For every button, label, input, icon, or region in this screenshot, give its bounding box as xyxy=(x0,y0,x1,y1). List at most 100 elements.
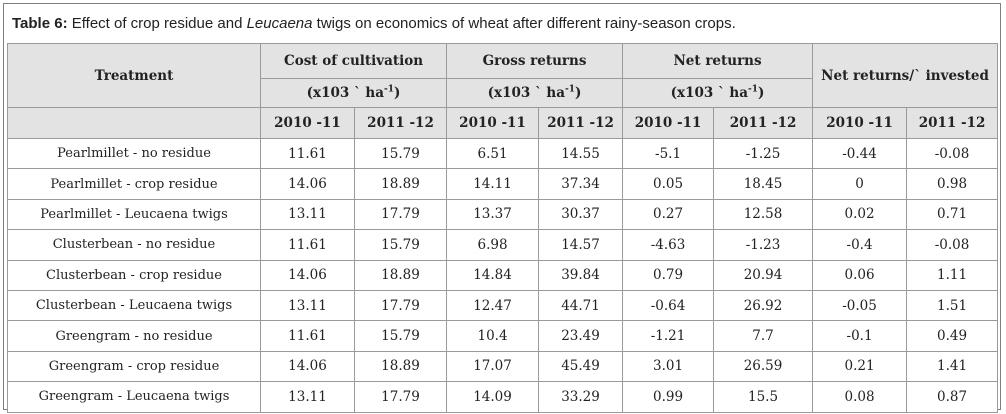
value-cell: 0.71 xyxy=(906,198,999,231)
value-cell: 45.49 xyxy=(538,350,624,383)
value-cell: 15.79 xyxy=(353,229,448,261)
value-cell: 0.27 xyxy=(622,198,715,231)
group-ratio-header: Net returns/` invested xyxy=(812,43,999,108)
table-body: Pearlmillet - no residue 11.61 15.79 6.51 14… xyxy=(7,137,999,413)
value-cell: 20.94 xyxy=(713,259,814,291)
value-cell: 11.61 xyxy=(260,320,355,352)
group-net-header: Net returns xyxy=(622,43,814,79)
value-cell: 18.89 xyxy=(353,259,448,291)
caption-text-after: twigs on economics of wheat after differ… xyxy=(312,15,736,32)
value-cell: 14.11 xyxy=(446,168,540,200)
value-cell: 15.79 xyxy=(353,137,448,170)
value-cell: 18.45 xyxy=(713,168,814,200)
table-row: Pearlmillet - no residue 11.61 15.79 6.51 14… xyxy=(7,137,999,170)
group-gross-header: Gross returns xyxy=(446,43,624,79)
treatment-header: Treatment xyxy=(7,43,261,108)
value-cell: 18.89 xyxy=(353,168,448,200)
value-cell: -0.4 xyxy=(812,229,908,261)
value-cell: 26.92 xyxy=(713,289,814,322)
year-header: 2010 -11 xyxy=(812,107,908,139)
treatment-cell: Greengram - crop residue xyxy=(7,350,261,383)
value-cell: 14.55 xyxy=(538,137,624,170)
value-cell: 6.98 xyxy=(446,229,540,261)
value-cell: 0.87 xyxy=(906,381,999,413)
value-cell: 11.61 xyxy=(260,137,355,170)
value-cell: -0.08 xyxy=(906,229,999,261)
value-cell: 1.11 xyxy=(906,259,999,291)
value-cell: 17.79 xyxy=(353,289,448,322)
year-header: 2011 -12 xyxy=(353,107,448,139)
value-cell: 0.06 xyxy=(812,259,908,291)
treatment-cell: Greengram - Leucaena twigs xyxy=(7,381,261,413)
value-cell: 12.47 xyxy=(446,289,540,322)
unit-cost: (x103 ` ha-1) xyxy=(259,78,448,108)
value-cell: 39.84 xyxy=(538,259,624,291)
value-cell: 14.06 xyxy=(260,259,355,291)
treatment-cell: Pearlmillet - no residue xyxy=(7,137,261,170)
value-cell: 1.41 xyxy=(906,350,999,383)
table-frame: Table 6: Effect of crop residue and Leuc… xyxy=(3,3,1001,413)
caption-italic: Leucaena xyxy=(246,15,313,32)
value-cell: 17.79 xyxy=(353,381,448,413)
value-cell: -5.1 xyxy=(622,137,715,170)
value-cell: 0.98 xyxy=(906,168,999,200)
value-cell: 7.7 xyxy=(713,320,814,352)
group-cost-header: Cost of cultivation xyxy=(259,43,448,79)
value-cell: 37.34 xyxy=(538,168,624,200)
value-cell: 6.51 xyxy=(446,137,540,170)
value-cell: -0.64 xyxy=(622,289,715,322)
value-cell: 33.29 xyxy=(538,381,624,413)
value-cell: 13.37 xyxy=(446,198,540,231)
value-cell: 0.21 xyxy=(812,350,908,383)
value-cell: 30.37 xyxy=(538,198,624,231)
year-header: 2011 -12 xyxy=(713,107,814,139)
value-cell: 14.09 xyxy=(446,381,540,413)
value-cell: 15.5 xyxy=(713,381,814,413)
treatment-cell: Greengram - no residue xyxy=(7,320,261,352)
value-cell: 17.07 xyxy=(446,350,540,383)
value-cell: 0.79 xyxy=(622,259,715,291)
value-cell: 14.84 xyxy=(446,259,540,291)
value-cell: 0.99 xyxy=(622,381,715,413)
table-header: Treatment Cost of cultivation Gross retu… xyxy=(7,43,999,139)
treatment-cell: Clusterbean - no residue xyxy=(7,229,261,261)
treatment-header-blank xyxy=(7,107,261,139)
value-cell: 0.08 xyxy=(812,381,908,413)
value-cell: -1.25 xyxy=(713,137,814,170)
value-cell: 17.79 xyxy=(353,198,448,231)
value-cell: 12.58 xyxy=(713,198,814,231)
value-cell: 0.05 xyxy=(622,168,715,200)
table-row: Pearlmillet - Leucaena twigs 13.11 17.79 13… xyxy=(7,198,999,231)
value-cell: -1.21 xyxy=(622,320,715,352)
value-cell: -0.1 xyxy=(812,320,908,352)
treatment-cell: Pearlmillet - Leucaena twigs xyxy=(7,198,261,231)
caption-label: Table 6: xyxy=(12,15,68,32)
year-header: 2010 -11 xyxy=(446,107,540,139)
value-cell: 44.71 xyxy=(538,289,624,322)
value-cell: 1.51 xyxy=(906,289,999,322)
value-cell: 14.06 xyxy=(260,168,355,200)
value-cell: -0.08 xyxy=(906,137,999,170)
treatment-cell: Pearlmillet - crop residue xyxy=(7,168,261,200)
value-cell: 13.11 xyxy=(260,198,355,231)
year-header: 2011 -12 xyxy=(906,107,999,139)
unit-net: (x103 ` ha-1) xyxy=(622,78,814,108)
economics-table: Treatment Cost of cultivation Gross retu… xyxy=(7,43,999,413)
table-row: Greengram - no residue 11.61 15.79 10.4 23.4… xyxy=(7,320,999,352)
value-cell: 0.49 xyxy=(906,320,999,352)
value-cell: 11.61 xyxy=(260,229,355,261)
header-row-groups: Treatment Cost of cultivation Gross retu… xyxy=(7,43,999,108)
treatment-cell: Clusterbean - crop residue xyxy=(7,259,261,291)
value-cell: 23.49 xyxy=(538,320,624,352)
unit-gross: (x103 ` ha-1) xyxy=(446,78,624,108)
table-row: Greengram - crop residue 14.06 18.89 17.07 4… xyxy=(7,350,999,383)
year-header: 2011 -12 xyxy=(538,107,624,139)
table-row: Clusterbean - Leucaena twigs 13.11 17.79 12… xyxy=(7,289,999,322)
value-cell: 3.01 xyxy=(622,350,715,383)
value-cell: 18.89 xyxy=(353,350,448,383)
value-cell: -1.23 xyxy=(713,229,814,261)
value-cell: -0.44 xyxy=(812,137,908,170)
table-row: Clusterbean - crop residue 14.06 18.89 14.8… xyxy=(7,259,999,291)
header-row-years: 2010 -11 2011 -12 2010 -11 2011 -12 2010… xyxy=(7,107,999,139)
header-row-units: (x103 ` ha-1) (x103 ` ha-1) (x103 ` ha-1… xyxy=(8,78,998,108)
